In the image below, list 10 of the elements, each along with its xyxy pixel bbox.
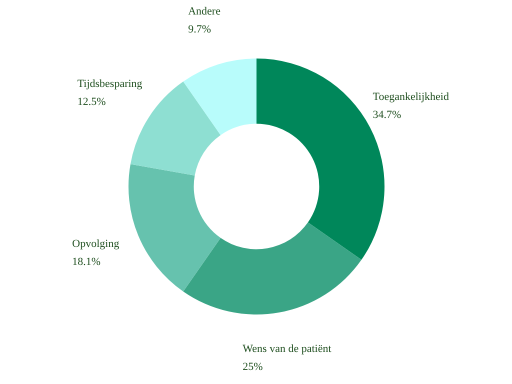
slice-label: Tijdsbesparing: [77, 78, 143, 90]
data-label: 9.7%: [188, 23, 212, 36]
data-label: 12.5%: [77, 96, 106, 108]
data-label: 34.7%: [372, 109, 402, 122]
data-label: 25%: [242, 360, 263, 373]
slice-label: Andere: [188, 5, 221, 18]
data-label: 18.1%: [72, 256, 101, 268]
slice-label: Wens van de patiënt: [242, 342, 332, 355]
slice-label: Toegankelijkheid: [372, 91, 450, 104]
slice-label: Opvolging: [72, 238, 120, 250]
